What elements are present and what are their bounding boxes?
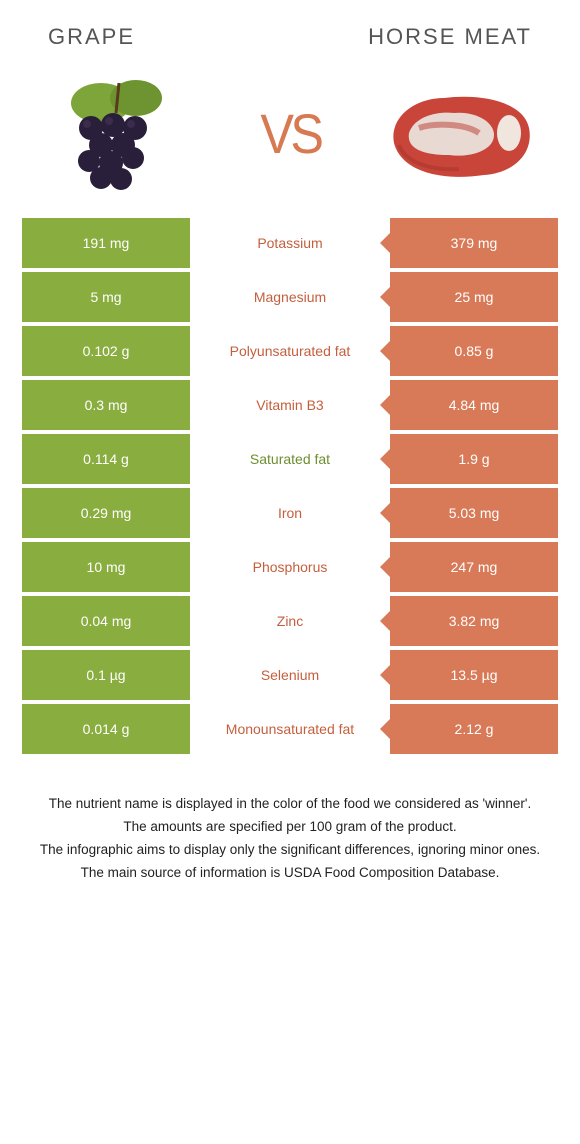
table-row: 0.29 mgIron5.03 mg <box>22 488 558 538</box>
right-value: 4.84 mg <box>390 380 558 430</box>
nutrient-table: 191 mgPotassium379 mg5 mgMagnesium25 mg0… <box>0 218 580 754</box>
left-value: 0.3 mg <box>22 380 190 430</box>
table-row: 191 mgPotassium379 mg <box>22 218 558 268</box>
grape-image <box>36 68 206 198</box>
left-value: 0.102 g <box>22 326 190 376</box>
left-value: 5 mg <box>22 272 190 322</box>
nutrient-label: Vitamin B3 <box>190 380 390 430</box>
left-value: 0.014 g <box>22 704 190 754</box>
footnote-line: The nutrient name is displayed in the co… <box>32 794 548 815</box>
right-value: 379 mg <box>390 218 558 268</box>
left-value: 191 mg <box>22 218 190 268</box>
left-value: 10 mg <box>22 542 190 592</box>
table-row: 0.014 gMonounsaturated fat2.12 g <box>22 704 558 754</box>
right-value: 25 mg <box>390 272 558 322</box>
images-row: VS <box>0 60 580 218</box>
vs-label: VS <box>260 101 320 166</box>
left-value: 0.04 mg <box>22 596 190 646</box>
nutrient-label: Monounsaturated fat <box>190 704 390 754</box>
right-value: 2.12 g <box>390 704 558 754</box>
nutrient-label: Magnesium <box>190 272 390 322</box>
table-row: 5 mgMagnesium25 mg <box>22 272 558 322</box>
horse-meat-image <box>374 68 544 198</box>
footnote-line: The infographic aims to display only the… <box>32 840 548 861</box>
left-value: 0.114 g <box>22 434 190 484</box>
nutrient-label: Selenium <box>190 650 390 700</box>
footnote-line: The main source of information is USDA F… <box>32 863 548 884</box>
left-food-title: GRAPE <box>48 24 135 50</box>
nutrient-label: Zinc <box>190 596 390 646</box>
right-value: 3.82 mg <box>390 596 558 646</box>
right-value: 1.9 g <box>390 434 558 484</box>
table-row: 0.04 mgZinc3.82 mg <box>22 596 558 646</box>
nutrient-label: Potassium <box>190 218 390 268</box>
table-row: 0.102 gPolyunsaturated fat0.85 g <box>22 326 558 376</box>
right-value: 13.5 µg <box>390 650 558 700</box>
nutrient-label: Polyunsaturated fat <box>190 326 390 376</box>
footnotes: The nutrient name is displayed in the co… <box>0 754 580 884</box>
right-value: 247 mg <box>390 542 558 592</box>
right-value: 0.85 g <box>390 326 558 376</box>
table-row: 0.3 mgVitamin B34.84 mg <box>22 380 558 430</box>
table-row: 0.114 gSaturated fat1.9 g <box>22 434 558 484</box>
right-food-title: HORSE MEAT <box>368 24 532 50</box>
nutrient-label: Saturated fat <box>190 434 390 484</box>
nutrient-label: Phosphorus <box>190 542 390 592</box>
table-row: 10 mgPhosphorus247 mg <box>22 542 558 592</box>
table-row: 0.1 µgSelenium13.5 µg <box>22 650 558 700</box>
header: GRAPE HORSE MEAT <box>0 0 580 60</box>
right-value: 5.03 mg <box>390 488 558 538</box>
nutrient-label: Iron <box>190 488 390 538</box>
left-value: 0.29 mg <box>22 488 190 538</box>
left-value: 0.1 µg <box>22 650 190 700</box>
footnote-line: The amounts are specified per 100 gram o… <box>32 817 548 838</box>
